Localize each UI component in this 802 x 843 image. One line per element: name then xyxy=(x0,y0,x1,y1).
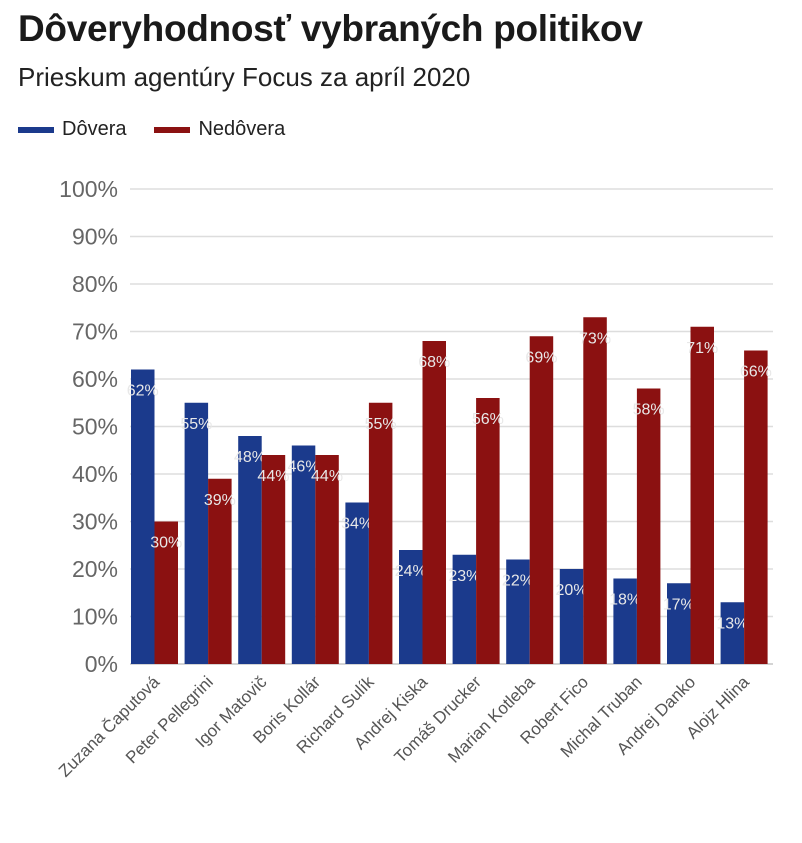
y-tick-label: 30% xyxy=(72,509,118,535)
bar-trust xyxy=(720,602,745,664)
data-label: 66% xyxy=(740,364,772,381)
legend-swatch-trust xyxy=(18,126,54,133)
bar-trust xyxy=(506,559,530,664)
data-label: 23% xyxy=(448,568,480,585)
y-tick-label: 50% xyxy=(72,414,118,440)
data-label: 68% xyxy=(418,354,450,371)
bar-trust xyxy=(238,436,262,664)
bar-trust xyxy=(131,369,155,664)
chart-title: Dôveryhodnosť vybraných politikov xyxy=(18,8,643,49)
bar-trust xyxy=(559,569,584,664)
y-tick-label: 20% xyxy=(72,556,118,582)
bar-trust xyxy=(613,578,637,664)
bar-distrust xyxy=(261,455,286,664)
data-label: 39% xyxy=(204,492,236,509)
data-label: 13% xyxy=(716,615,748,632)
data-label: 20% xyxy=(556,582,588,599)
chart-legend: Dôvera Nedôvera xyxy=(18,118,313,141)
y-tick-label: 90% xyxy=(72,224,118,250)
chart-subtitle: Prieskum agentúry Focus za apríl 2020 xyxy=(18,62,471,92)
data-label: 69% xyxy=(525,349,557,366)
bar-trust xyxy=(184,402,209,664)
bars: 62% 30% 55% 39% 48% 44%46%44% 34% 55% 24% 68% 23% 5… xyxy=(127,317,772,664)
y-tick-label: 10% xyxy=(72,604,118,630)
data-label: 44% xyxy=(257,468,289,485)
data-label: 62% xyxy=(127,383,159,400)
data-label: 58% xyxy=(633,402,665,419)
bar-trust xyxy=(399,550,423,664)
data-label: 18% xyxy=(609,592,641,609)
data-label: 55% xyxy=(180,416,212,433)
bar-trust xyxy=(452,554,477,664)
bar-trust xyxy=(345,502,369,664)
bar-trust xyxy=(667,583,691,664)
bar-distrust xyxy=(368,402,393,664)
bar-distrust xyxy=(744,350,768,664)
data-label: 17% xyxy=(663,596,695,613)
legend-label-trust: Dôvera xyxy=(62,118,127,140)
data-label: 73% xyxy=(579,330,611,347)
legend-item-trust: Dôvera xyxy=(18,118,126,141)
data-label: 71% xyxy=(686,340,718,357)
y-tick-label: 0% xyxy=(85,651,118,677)
data-label: 24% xyxy=(395,563,427,580)
bar-distrust xyxy=(529,336,554,664)
data-label: 22% xyxy=(502,573,534,590)
bar-trust xyxy=(291,445,316,664)
bar-distrust xyxy=(636,388,661,664)
bar-distrust xyxy=(208,478,232,664)
y-tick-label: 60% xyxy=(72,366,118,392)
bar-distrust xyxy=(583,317,607,664)
y-tick-label: 70% xyxy=(72,319,118,345)
y-tick-label: 80% xyxy=(72,271,118,297)
bar-distrust xyxy=(154,521,178,664)
legend-swatch-distrust xyxy=(154,126,191,133)
y-tick-label: 40% xyxy=(72,461,118,487)
bar-distrust xyxy=(315,455,339,664)
y-tick-label: 100% xyxy=(59,176,118,202)
legend-item-distrust: Nedôvera xyxy=(154,118,285,141)
x-tick-label: Zuzana Čaputová xyxy=(55,672,164,781)
grid-lines xyxy=(130,188,773,665)
data-label: 55% xyxy=(365,416,397,433)
data-label: 30% xyxy=(150,535,182,552)
data-label: 46% xyxy=(288,459,320,476)
data-label: 44% xyxy=(311,468,343,485)
data-label: 48% xyxy=(234,449,266,466)
legend-label-distrust: Nedôvera xyxy=(198,118,286,140)
bar-distrust xyxy=(690,326,714,664)
y-axis-ticks: 0% 10% 20% 30% 40% 50% 60% 70% 80% 90% 100% xyxy=(59,176,118,677)
bar-distrust xyxy=(476,398,500,664)
data-label: 34% xyxy=(341,516,373,533)
bar-distrust xyxy=(422,341,446,664)
data-label: 56% xyxy=(472,411,504,428)
